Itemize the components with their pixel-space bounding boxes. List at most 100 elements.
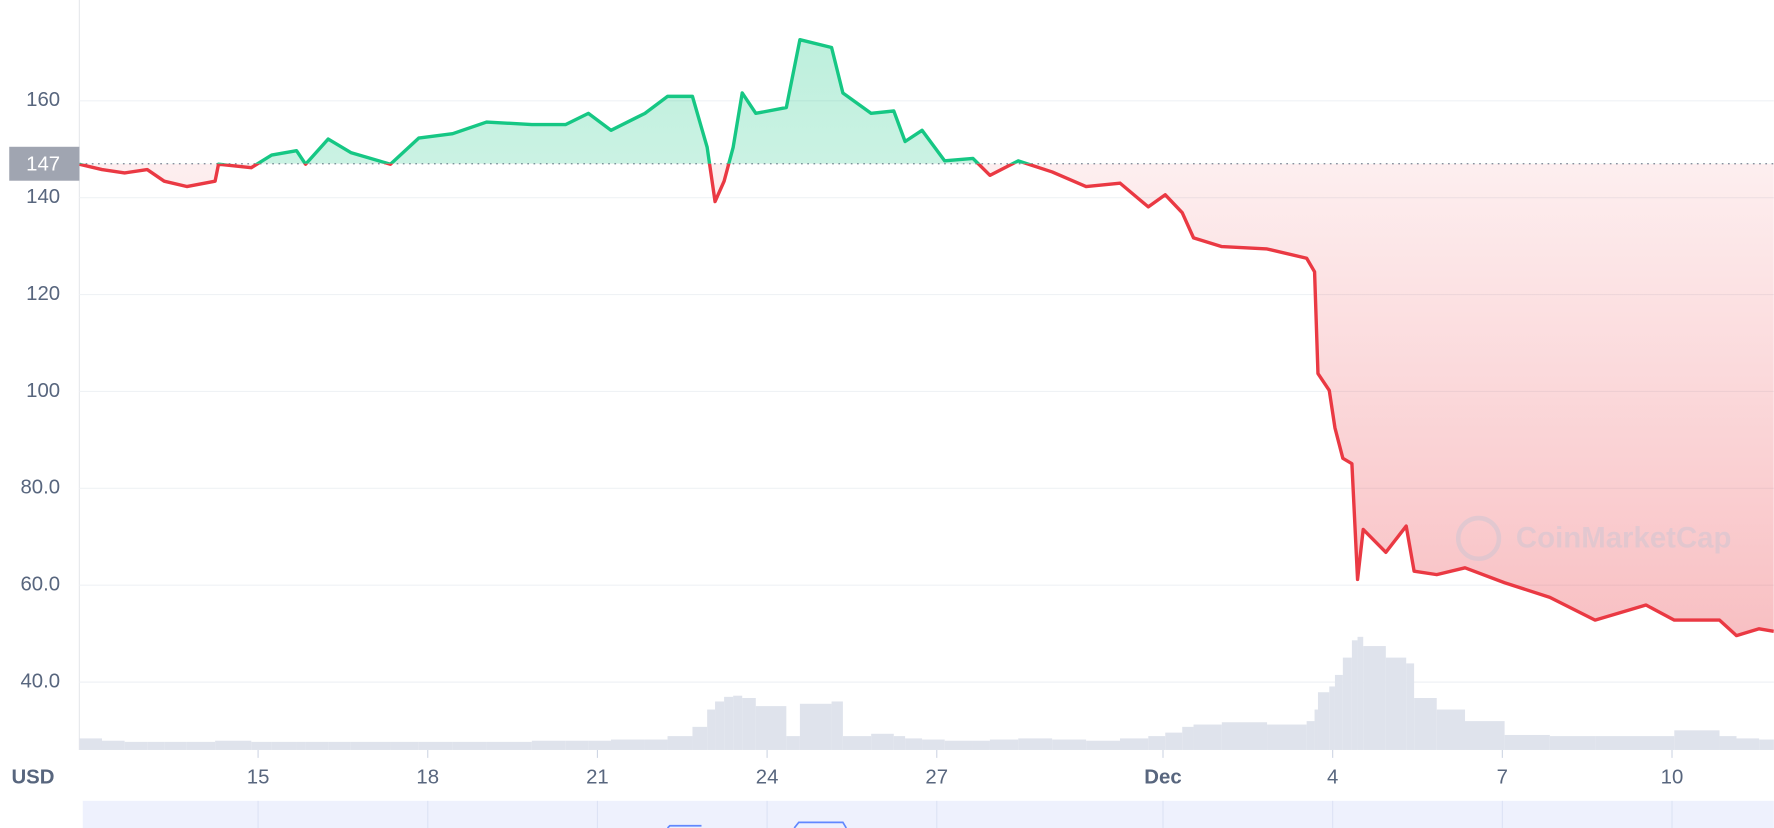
volume-bar	[1351, 640, 1358, 750]
volume-bar	[755, 706, 787, 750]
area-down	[79, 163, 1774, 636]
volume-bar	[742, 698, 756, 750]
volume-bar	[452, 741, 487, 750]
watermark-text: CoinMarketCap	[1516, 521, 1732, 554]
volume-bar	[486, 741, 532, 750]
volume-bar	[922, 739, 945, 750]
y-tick-label: 120	[26, 283, 60, 305]
volume-bar	[1086, 740, 1121, 750]
x-tick-label: 24	[756, 767, 779, 789]
volume-bar	[786, 736, 800, 750]
x-tick-label: 10	[1661, 767, 1684, 789]
volume-bar	[164, 741, 187, 750]
x-tick-label: 7	[1497, 767, 1508, 789]
volume-bar	[271, 741, 297, 750]
volume-bar	[989, 739, 1019, 750]
volume-bar	[1595, 736, 1646, 750]
volume-bar	[644, 739, 668, 750]
volume-bar	[218, 740, 252, 750]
baseline-label-box	[9, 146, 80, 181]
volume-bar	[531, 740, 566, 750]
x-axis-label: USD	[11, 767, 54, 789]
volume-bar	[611, 739, 645, 750]
baseline-label: 147	[26, 153, 60, 175]
volume-bar	[418, 741, 453, 750]
y-tick-label: 100	[26, 380, 60, 402]
volume-bar	[707, 709, 716, 750]
volume-bar	[79, 738, 102, 750]
volume-bar	[186, 741, 216, 750]
volume-bar	[871, 733, 894, 750]
volume-bar	[124, 741, 148, 750]
volume-bar	[972, 740, 990, 750]
volume-bar	[1363, 646, 1386, 750]
volume-bar	[350, 741, 391, 750]
volume-bar	[1719, 736, 1737, 750]
volume-bar	[101, 740, 125, 750]
volume-bar	[565, 740, 589, 750]
price-line-up	[79, 38, 1033, 164]
volume-bar	[296, 741, 306, 750]
volume-bar	[905, 738, 923, 750]
volume-bar	[305, 741, 329, 750]
y-tick-label: 140	[26, 186, 60, 208]
volume-bar	[1018, 738, 1053, 750]
x-tick-label: 4	[1327, 767, 1338, 789]
volume-bar	[1165, 732, 1183, 750]
volume-bar	[724, 696, 734, 750]
volume-bar	[1342, 657, 1352, 750]
volume-bar	[1052, 739, 1087, 750]
volume-bar	[799, 703, 832, 750]
volume-bar	[831, 701, 843, 750]
volume-bar	[1414, 698, 1437, 750]
volume-bar	[842, 736, 872, 750]
volume-bar	[1736, 738, 1760, 750]
volume-bar	[1334, 674, 1343, 750]
volume-bar	[893, 736, 906, 750]
watermark: CoinMarketCap	[1455, 515, 1732, 562]
volume-bar	[1148, 736, 1166, 750]
volume-bar	[328, 741, 351, 750]
volume-bar	[733, 695, 743, 750]
navigator-preview	[666, 821, 848, 828]
volume-bar	[1759, 739, 1774, 750]
x-tick-label: 18	[416, 767, 439, 789]
x-tick-label: 21	[586, 767, 609, 789]
volume-bar	[692, 726, 708, 750]
price-line-down	[78, 163, 1774, 638]
volume-bar	[1465, 721, 1505, 750]
volume-bar	[667, 736, 693, 750]
y-tick-label: 40.0	[20, 671, 60, 693]
volume-bar	[1314, 709, 1318, 750]
volume-bar	[1674, 730, 1720, 750]
area-up	[257, 39, 1028, 164]
x-tick-label: 27	[925, 767, 948, 789]
volume-bar	[1193, 724, 1222, 750]
volume-bar	[1120, 738, 1149, 750]
volume-bar	[1267, 724, 1307, 750]
navigator[interactable]	[82, 800, 1774, 828]
volume-bar	[251, 741, 272, 750]
volume-bar	[1646, 736, 1675, 750]
volume-bar	[1436, 709, 1466, 750]
volume-bar	[1306, 721, 1315, 750]
x-tick-label: 15	[247, 767, 270, 789]
volume-bar	[1406, 663, 1415, 750]
volume-bar	[1317, 692, 1330, 750]
volume-bar	[1221, 722, 1268, 750]
y-tick-label: 160	[26, 89, 60, 111]
volume-bar	[1329, 686, 1335, 750]
volume-bar	[1357, 636, 1364, 750]
volume-bar	[588, 740, 611, 750]
volume-bar	[1182, 726, 1194, 750]
volume-bar	[215, 740, 219, 750]
x-tick-label: Dec	[1144, 767, 1181, 789]
volume-bar	[1549, 736, 1596, 750]
volume-bar	[1504, 734, 1550, 750]
volume-bar	[1385, 657, 1407, 750]
volume-bar	[147, 741, 165, 750]
volume-bar	[944, 740, 973, 750]
y-tick-label: 60.0	[20, 574, 60, 596]
volume-bar	[390, 741, 419, 750]
